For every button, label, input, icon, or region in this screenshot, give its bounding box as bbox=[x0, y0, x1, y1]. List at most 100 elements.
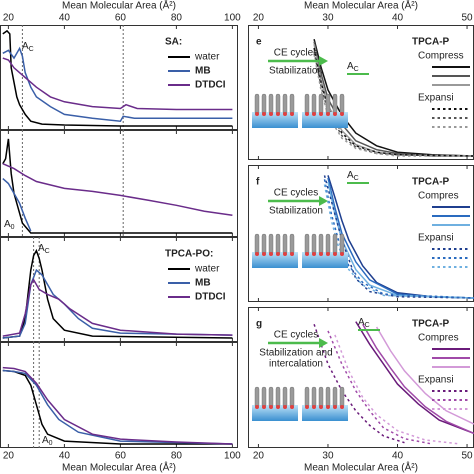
series-line bbox=[362, 323, 474, 435]
molecule bbox=[289, 386, 295, 408]
headgroup bbox=[319, 405, 323, 409]
annotation-main: A bbox=[22, 41, 29, 52]
series-line bbox=[327, 330, 433, 445]
molecule bbox=[318, 386, 324, 408]
annotation-sub: C bbox=[45, 248, 50, 255]
headgroup bbox=[305, 112, 309, 116]
annotation-main: A bbox=[347, 170, 354, 181]
x-tick-label: 60 bbox=[115, 13, 127, 24]
x-tick-label: 30 bbox=[322, 13, 334, 24]
series-line bbox=[2, 369, 233, 445]
headgroup bbox=[312, 112, 316, 116]
molecule bbox=[261, 93, 267, 115]
series-line bbox=[355, 321, 474, 435]
headgroup bbox=[276, 112, 280, 116]
annotation-sub: C bbox=[29, 46, 34, 53]
headgroup bbox=[326, 405, 330, 409]
x-tick-label: 80 bbox=[171, 451, 183, 462]
panel-letter: f bbox=[256, 177, 260, 188]
headgroup bbox=[305, 252, 309, 256]
legend-label: Compress bbox=[418, 51, 464, 62]
annotation: AC bbox=[358, 317, 370, 329]
molecule bbox=[339, 386, 345, 408]
panel-frame bbox=[0, 237, 238, 342]
legend-label: water bbox=[194, 52, 220, 63]
headgroup bbox=[326, 112, 330, 116]
legend-title: TPCA-P bbox=[412, 37, 450, 48]
molecule bbox=[339, 233, 345, 255]
annotation-sub: 0 bbox=[11, 224, 15, 231]
molecule bbox=[275, 233, 281, 255]
molecule bbox=[268, 233, 274, 255]
legend-title: TPCA-PO: bbox=[165, 249, 213, 260]
molecule bbox=[311, 233, 317, 255]
molecule bbox=[254, 93, 260, 115]
subphase bbox=[302, 252, 348, 268]
x-axis-title: Mean Molecular Area (Å²) bbox=[304, 461, 418, 474]
panel-frame bbox=[0, 25, 238, 130]
headgroup bbox=[255, 405, 259, 409]
molecule bbox=[261, 233, 267, 255]
annotation: AC bbox=[38, 243, 50, 255]
molecule bbox=[268, 93, 274, 115]
annotation-sub: C bbox=[365, 322, 370, 329]
legend-title: TPCA-P bbox=[412, 177, 450, 188]
series-line bbox=[313, 54, 474, 157]
headgroup bbox=[283, 405, 287, 409]
molecule bbox=[332, 233, 338, 255]
molecule bbox=[318, 93, 324, 115]
headgroup bbox=[305, 405, 309, 409]
series-line bbox=[313, 44, 474, 157]
legend-label: DTDCI bbox=[195, 80, 226, 91]
headgroup bbox=[333, 405, 337, 409]
molecule bbox=[282, 233, 288, 255]
headgroup bbox=[269, 112, 273, 116]
molecule bbox=[289, 233, 295, 255]
subphase bbox=[252, 252, 298, 268]
molecule bbox=[289, 93, 295, 115]
arrow-label: CE cycles bbox=[274, 188, 318, 199]
series-line bbox=[2, 57, 233, 111]
caption: intercalation bbox=[269, 359, 323, 370]
subphase bbox=[252, 112, 298, 128]
series-line bbox=[375, 326, 474, 425]
molecule bbox=[254, 233, 260, 255]
series-line bbox=[313, 47, 474, 157]
annotation-main: A bbox=[358, 317, 365, 328]
arrow-label: CE cycles bbox=[274, 330, 318, 341]
headgroup bbox=[333, 252, 337, 256]
molecule bbox=[325, 233, 331, 255]
headgroup bbox=[340, 252, 344, 256]
x-tick-label: 100 bbox=[224, 13, 241, 24]
legend-title: TPCA-P bbox=[412, 319, 450, 330]
legend-label: Expansi bbox=[418, 375, 454, 386]
series-line bbox=[2, 46, 233, 122]
headgroup bbox=[269, 252, 273, 256]
annotation: A0 bbox=[4, 219, 15, 231]
panel-frame bbox=[0, 130, 238, 237]
legend-label: water bbox=[194, 264, 220, 275]
headgroup bbox=[290, 405, 294, 409]
x-axis-title: Mean Molecular Area (Å²) bbox=[62, 461, 176, 474]
annotation-main: A bbox=[4, 219, 11, 230]
annotation-sub: C bbox=[354, 175, 359, 182]
x-tick-label: 40 bbox=[392, 451, 404, 462]
series-line bbox=[2, 29, 233, 127]
caption: Stabilization bbox=[269, 66, 323, 77]
series-line bbox=[334, 334, 461, 445]
x-tick-label: 40 bbox=[59, 13, 71, 24]
legend-label: MB bbox=[195, 278, 211, 289]
headgroup bbox=[255, 252, 259, 256]
x-tick-label: 50 bbox=[461, 451, 473, 462]
x-tick-label: 50 bbox=[461, 13, 473, 24]
legend-label: DTDCI bbox=[195, 292, 226, 303]
headgroup bbox=[326, 252, 330, 256]
headgroup bbox=[319, 112, 323, 116]
legend-label: Expansi bbox=[418, 233, 454, 244]
molecule bbox=[282, 93, 288, 115]
annotation-main: A bbox=[42, 435, 49, 446]
headgroup bbox=[276, 405, 280, 409]
headgroup bbox=[255, 112, 259, 116]
headgroup bbox=[283, 252, 287, 256]
